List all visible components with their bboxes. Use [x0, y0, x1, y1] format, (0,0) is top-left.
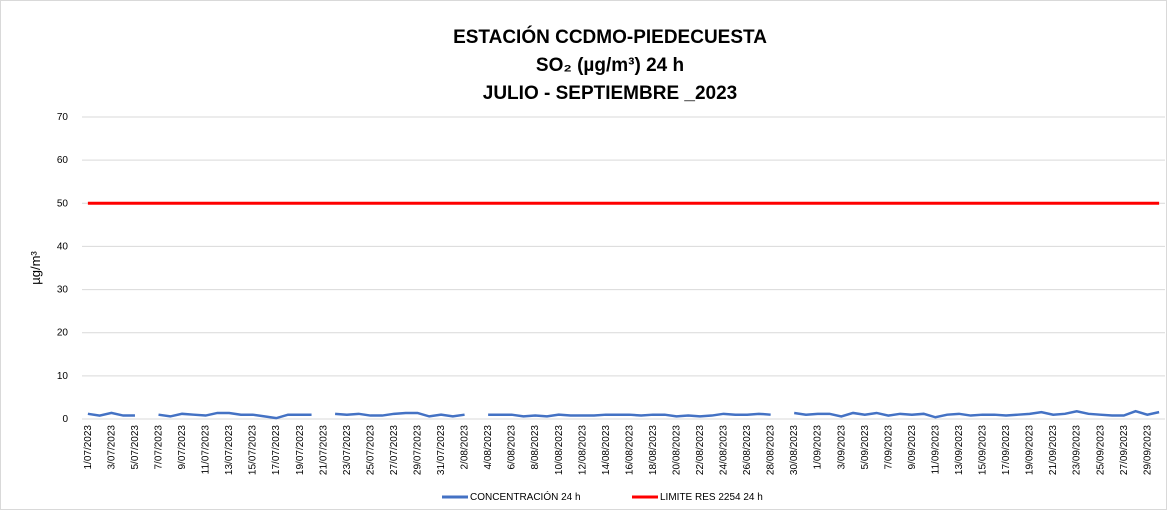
- y-axis-label: µg/m³: [28, 251, 43, 285]
- x-tick-label: 5/07/2023: [130, 425, 141, 470]
- x-tick-label: 5/09/2023: [860, 425, 871, 470]
- chart-subtitle: JULIO - SEPTIEMBRE _2023: [483, 83, 737, 104]
- x-tick-label: 7/09/2023: [883, 425, 894, 470]
- chart-subtitle: SO₂ (µg/m³) 24 h: [536, 55, 684, 76]
- x-tick-label: 15/09/2023: [978, 425, 989, 475]
- x-tick-label: 9/07/2023: [177, 425, 188, 470]
- x-tick-label: 13/07/2023: [224, 425, 235, 475]
- y-tick-label: 10: [57, 371, 69, 382]
- x-tick-label: 25/07/2023: [365, 425, 376, 475]
- y-tick-label: 40: [57, 241, 69, 252]
- x-tick-label: 11/09/2023: [930, 425, 941, 475]
- x-tick-label: 3/09/2023: [836, 425, 847, 470]
- x-tick-label: 23/09/2023: [1072, 425, 1083, 475]
- x-tick-label: 12/08/2023: [577, 425, 588, 475]
- x-tick-label: 9/09/2023: [907, 425, 918, 470]
- x-tick-label: 2/08/2023: [460, 425, 471, 470]
- x-tick-label: 28/08/2023: [766, 425, 777, 475]
- x-tick-label: 17/07/2023: [271, 425, 282, 475]
- legend-label: LIMITE RES 2254 24 h: [660, 492, 763, 503]
- x-tick-label: 19/09/2023: [1025, 425, 1036, 475]
- x-tick-label: 18/08/2023: [648, 425, 659, 475]
- chart-title: ESTACIÓN CCDMO-PIEDECUESTA: [453, 26, 767, 48]
- x-tick-label: 21/07/2023: [318, 425, 329, 475]
- y-tick-label: 0: [62, 414, 68, 425]
- x-tick-label: 8/08/2023: [530, 425, 541, 470]
- x-tick-label: 16/08/2023: [624, 425, 635, 475]
- x-tick-label: 10/08/2023: [554, 425, 565, 475]
- x-tick-label: 31/07/2023: [436, 425, 447, 475]
- y-tick-label: 30: [57, 285, 69, 296]
- y-tick-label: 20: [57, 328, 69, 339]
- x-tick-label: 27/07/2023: [389, 425, 400, 475]
- x-tick-label: 29/07/2023: [412, 425, 423, 475]
- x-tick-label: 25/09/2023: [1095, 425, 1106, 475]
- x-tick-label: 29/09/2023: [1142, 425, 1153, 475]
- x-tick-label: 27/09/2023: [1119, 425, 1130, 475]
- x-tick-label: 13/09/2023: [954, 425, 965, 475]
- x-tick-label: 11/07/2023: [201, 425, 212, 475]
- legend-label: CONCENTRACIÓN 24 h: [470, 490, 581, 503]
- x-tick-label: 1/07/2023: [83, 425, 94, 470]
- x-tick-label: 17/09/2023: [1001, 425, 1012, 475]
- x-tick-label: 20/08/2023: [671, 425, 682, 475]
- x-tick-label: 24/08/2023: [719, 425, 730, 475]
- series-line: [87, 409, 1160, 420]
- x-tick-label: 4/08/2023: [483, 425, 494, 470]
- x-tick-label: 7/07/2023: [154, 425, 165, 470]
- x-tick-label: 1/09/2023: [813, 425, 824, 470]
- x-tick-label: 6/08/2023: [507, 425, 518, 470]
- y-tick-label: 70: [57, 112, 69, 123]
- x-tick-label: 22/08/2023: [695, 425, 706, 475]
- x-tick-label: 30/08/2023: [789, 425, 800, 475]
- y-tick-label: 50: [57, 198, 69, 209]
- x-tick-label: 23/07/2023: [342, 425, 353, 475]
- x-tick-label: 26/08/2023: [742, 425, 753, 475]
- x-tick-label: 14/08/2023: [601, 425, 612, 475]
- x-tick-label: 19/07/2023: [295, 425, 306, 475]
- x-tick-label: 15/07/2023: [248, 425, 259, 475]
- x-tick-label: 21/09/2023: [1048, 425, 1059, 475]
- x-tick-label: 3/07/2023: [106, 425, 117, 470]
- y-tick-label: 60: [57, 155, 69, 166]
